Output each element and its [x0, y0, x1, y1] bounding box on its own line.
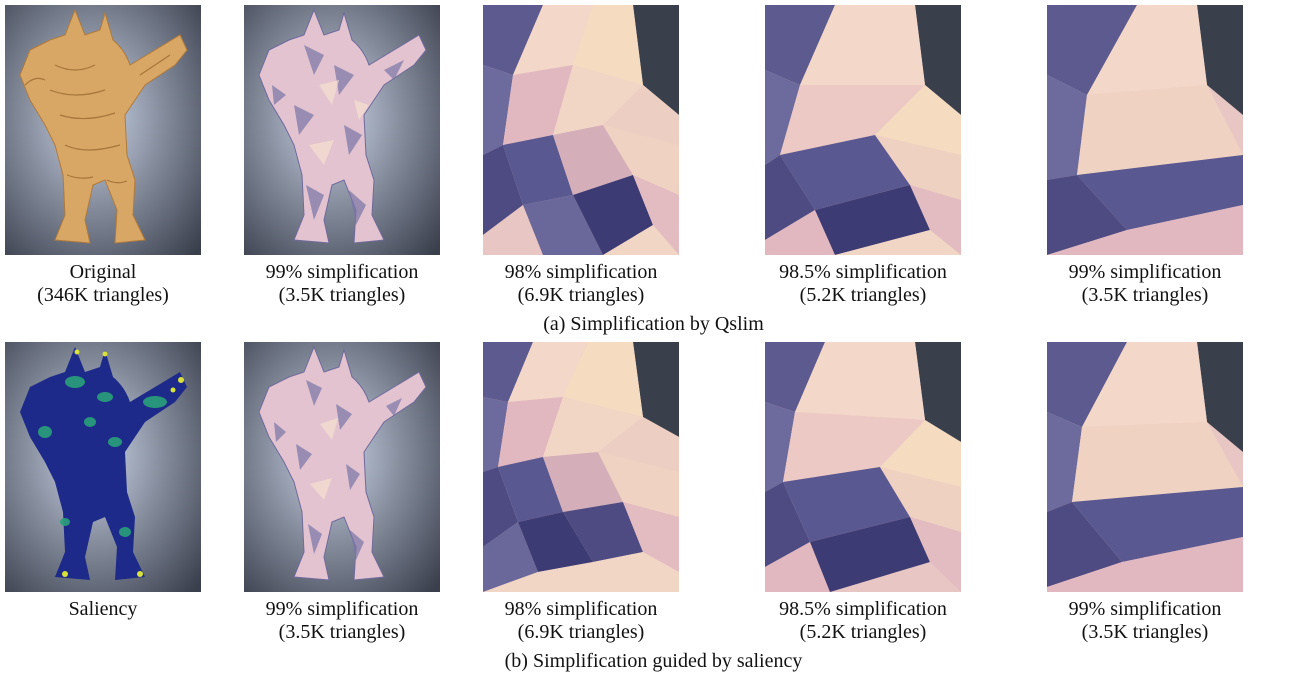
caption-panel-b4: 98.5% simplification (5.2K triangles)	[743, 598, 983, 644]
closeup-image	[765, 342, 961, 592]
panel-original	[5, 5, 201, 255]
caption-line1: Saliency	[68, 598, 138, 620]
caption-line2: (6.9K triangles)	[517, 621, 645, 643]
closeup-image	[483, 5, 679, 255]
caption-line1: 99% simplification	[265, 598, 419, 620]
caption-panel-b3: 98% simplification (6.9K triangles)	[461, 598, 701, 644]
panel-qslim-98-closeup	[483, 5, 679, 255]
panel-saliency-99-full	[244, 342, 440, 592]
caption-panel-a5: 99% simplification (3.5K triangles)	[1025, 261, 1265, 307]
caption-panel-a2: 99% simplification (3.5K triangles)	[222, 261, 462, 307]
subcaption-a: (a) Simplification by Qslim	[543, 313, 764, 335]
closeup-image	[1047, 5, 1243, 255]
caption-panel-b1: Saliency	[0, 598, 223, 621]
closeup-image	[765, 5, 961, 255]
panel-qslim-98.5-closeup	[765, 5, 961, 255]
caption-panel-a1: Original (346K triangles)	[0, 261, 223, 307]
caption-panel-b5: 99% simplification (3.5K triangles)	[1025, 598, 1265, 644]
armadillo-original-image	[5, 5, 201, 255]
closeup-image	[483, 342, 679, 592]
caption-line2: (3.5K triangles)	[1081, 284, 1209, 306]
caption-line1: 99% simplification	[1068, 261, 1222, 283]
caption-line2: (5.2K triangles)	[799, 621, 927, 643]
caption-line2: (3.5K triangles)	[278, 621, 406, 643]
caption-line2: (3.5K triangles)	[1081, 621, 1209, 643]
panel-qslim-99-full	[244, 5, 440, 255]
subcaption-b: (b) Simplification guided by saliency	[504, 650, 803, 672]
caption-line1: 99% simplification	[1068, 598, 1222, 620]
caption-line2: (6.9K triangles)	[517, 284, 645, 306]
caption-panel-b2: 99% simplification (3.5K triangles)	[222, 598, 462, 644]
caption-panel-a4: 98.5% simplification (5.2K triangles)	[743, 261, 983, 307]
caption-line2: (346K triangles)	[37, 284, 169, 306]
saliency-map-image	[5, 342, 201, 592]
caption-line2: (5.2K triangles)	[799, 284, 927, 306]
caption-line1: Original	[69, 261, 137, 283]
caption-line1: 98% simplification	[504, 598, 658, 620]
panel-saliency-98-closeup	[483, 342, 679, 592]
panel-saliency-99-closeup	[1047, 342, 1243, 592]
armadillo-simplified-image	[244, 342, 440, 592]
armadillo-simplified-image	[244, 5, 440, 255]
closeup-image	[1047, 342, 1243, 592]
panel-qslim-99-closeup	[1047, 5, 1243, 255]
caption-panel-a3: 98% simplification (6.9K triangles)	[461, 261, 701, 307]
caption-line2: (3.5K triangles)	[278, 284, 406, 306]
caption-line1: 98% simplification	[504, 261, 658, 283]
caption-line1: 98.5% simplification	[779, 598, 947, 620]
caption-line1: 98.5% simplification	[779, 261, 947, 283]
panel-saliency-98.5-closeup	[765, 342, 961, 592]
caption-line1: 99% simplification	[265, 261, 419, 283]
panel-saliency	[5, 342, 201, 592]
